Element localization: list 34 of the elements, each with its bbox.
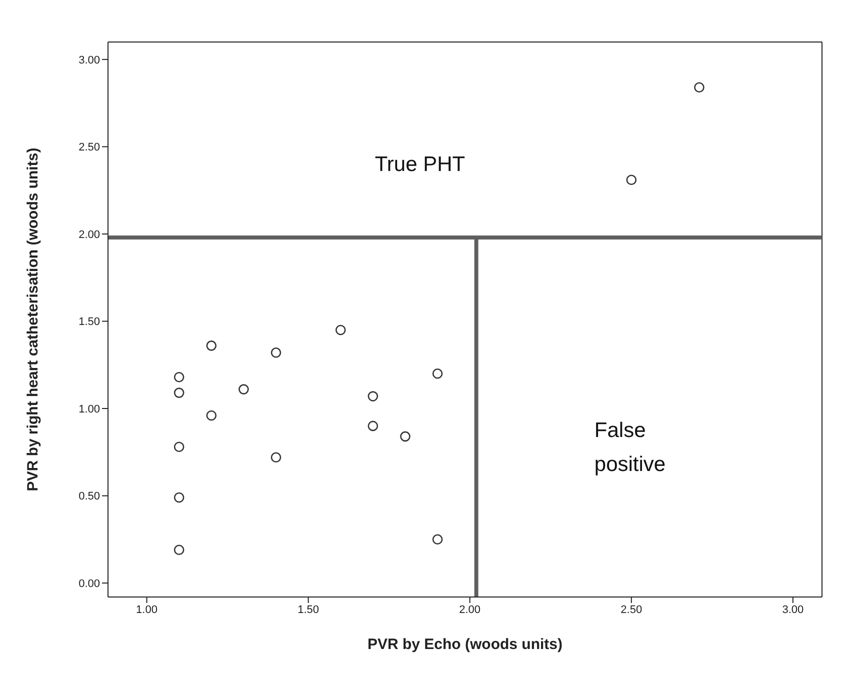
point (174, 388, 184, 398)
point (174, 372, 184, 382)
x-tick-label: 2.00 (459, 604, 481, 616)
x-tick-label: 3.00 (782, 604, 804, 616)
point (432, 534, 443, 545)
annotation: True PHT (374, 152, 466, 178)
y-tick-label: 3.00 (78, 54, 100, 66)
point (206, 340, 217, 351)
point (270, 452, 282, 463)
point (174, 442, 184, 452)
y-tick-label: 0.50 (78, 490, 100, 503)
point (335, 324, 346, 336)
y-tick-label: 2.50 (78, 142, 100, 154)
point (368, 420, 378, 432)
point (368, 391, 378, 402)
y-tick-label: 1.00 (78, 403, 100, 416)
point (694, 82, 704, 93)
point (174, 544, 184, 556)
y-tick-label: 2.00 (78, 228, 100, 241)
y-tick-label: 0.00 (78, 578, 100, 590)
annotation: False positive (594, 418, 666, 478)
point (206, 410, 217, 421)
point (432, 368, 443, 379)
x-tick-label: 1.50 (298, 604, 320, 616)
point (238, 384, 249, 394)
point (626, 174, 637, 186)
y-axis-title: PVR by right heart catheterisation (woods units) (24, 148, 42, 492)
y-tick-label: 1.50 (78, 316, 100, 328)
point (270, 348, 282, 358)
point (174, 492, 184, 503)
point (400, 431, 410, 442)
x-axis-title: PVR by Echo (woods units) (367, 636, 563, 653)
x-tick-label: 1.00 (136, 604, 158, 616)
x-tick-label: 2.50 (620, 604, 642, 616)
